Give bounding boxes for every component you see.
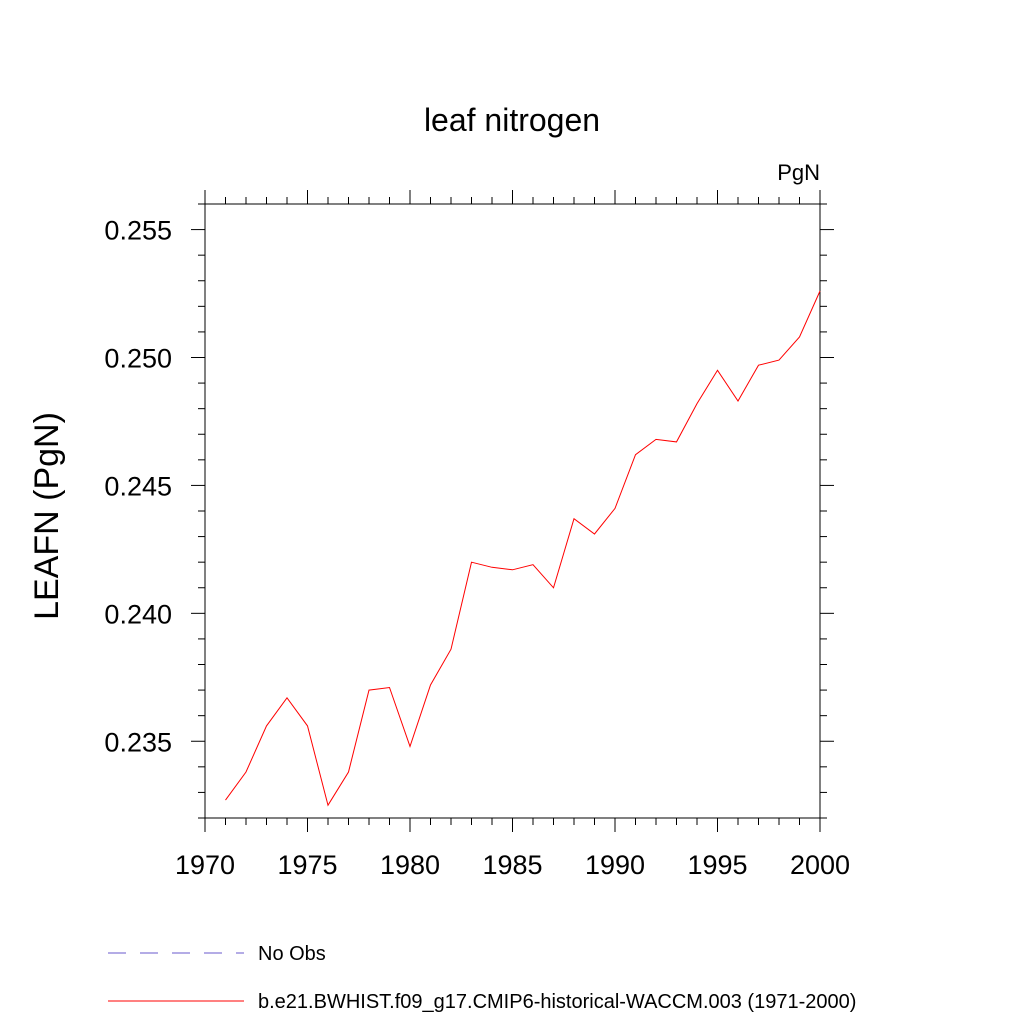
axis-ticks (191, 190, 834, 832)
x-tick-label: 1970 (175, 850, 235, 880)
y-tick-label: 0.240 (104, 599, 172, 629)
y-axis-label: LEAFN (PgN) (28, 412, 66, 620)
y-tick-label: 0.245 (104, 471, 172, 501)
series-line (225, 290, 821, 807)
x-tick-label: 1975 (277, 850, 337, 880)
x-tick-label: 1990 (585, 850, 645, 880)
series-layer (225, 290, 821, 807)
plot-frame (204, 203, 821, 819)
x-tick-label: 1995 (687, 850, 747, 880)
units-label: PgN (777, 160, 820, 185)
y-tick-label: 0.250 (104, 344, 172, 374)
chart-title: leaf nitrogen (424, 102, 600, 138)
x-tick-label: 2000 (790, 850, 850, 880)
x-tick-label: 1985 (482, 850, 542, 880)
axis-tick-labels: 1970 1975 1980 1985 1990 1995 2000 0.235 0.240 0.… (104, 216, 850, 880)
legend-label: b.e21.BWHIST.f09_g17.CMIP6-historical-WA… (258, 991, 856, 1013)
x-tick-label: 1980 (380, 850, 440, 880)
legend-label: No Obs (258, 943, 326, 965)
y-tick-label: 0.235 (104, 727, 172, 757)
legend: No Obs b.e21.BWHIST.f09_g17.CMIP6-histori… (108, 943, 856, 1013)
y-tick-label: 0.255 (104, 216, 172, 246)
